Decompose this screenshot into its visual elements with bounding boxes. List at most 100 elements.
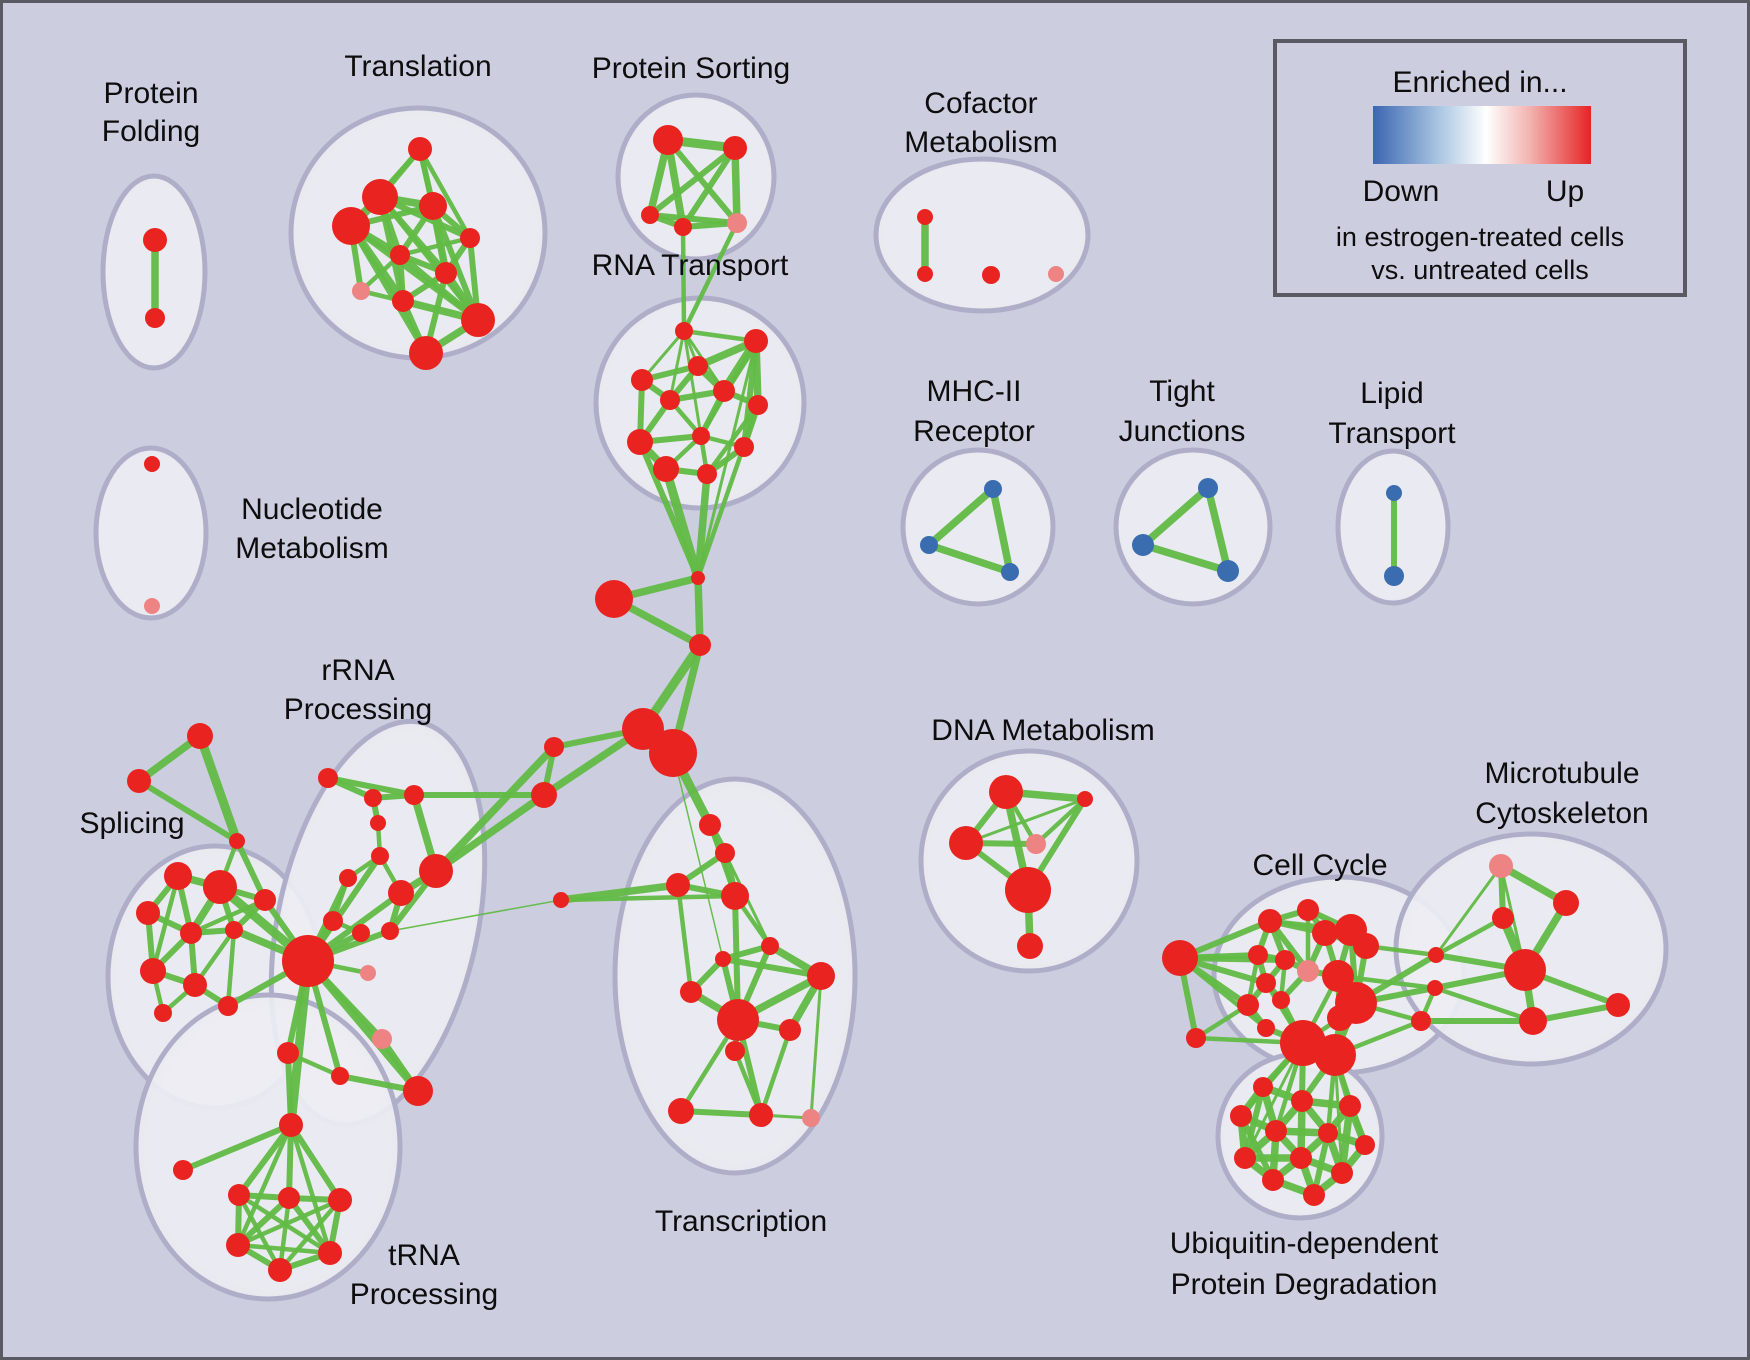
network-node-ps1 <box>653 125 683 155</box>
network-edge <box>741 338 759 450</box>
network-node-tx6 <box>779 1019 801 1041</box>
cluster-label-trna-processing: Processing <box>350 1278 498 1311</box>
cluster-label-cell-cycle: Cell Cycle <box>1252 849 1387 882</box>
network-edge <box>680 224 687 334</box>
network-edge <box>136 778 240 844</box>
network-node-l2 <box>531 782 557 808</box>
network-node-u1 <box>1253 1077 1273 1097</box>
network-node-tj1 <box>1198 478 1218 498</box>
cluster-ellipse-mhc-ii-receptor <box>900 447 1056 607</box>
network-node-cc1 <box>1258 909 1282 933</box>
network-node-mh3 <box>1001 563 1019 581</box>
cluster-ellipse-trna-processing <box>133 992 403 1302</box>
network-node-tn4 <box>226 1233 250 1257</box>
cluster-label-nucleotide-metabolism: Nucleotide <box>241 493 383 526</box>
cluster-label-tight-junctions: Junctions <box>1119 415 1246 448</box>
network-node-sn2 <box>203 870 237 904</box>
network-node-lt2 <box>1384 566 1404 586</box>
network-node-mid <box>553 892 569 908</box>
network-node-rt4 <box>631 369 653 391</box>
network-edge <box>1530 1002 1621 1024</box>
network-node-ccl <box>1162 940 1198 976</box>
network-node-mt4 <box>1606 993 1630 1017</box>
network-node-rr11 <box>352 924 370 942</box>
network-edge <box>285 1050 294 1128</box>
network-node-mtc2 <box>1427 980 1443 996</box>
network-node-dm2 <box>1077 791 1093 807</box>
network-edge <box>325 775 417 798</box>
network-node-dm6 <box>1017 933 1043 959</box>
network-node-tx1 <box>715 951 731 967</box>
network-edge <box>286 956 313 1130</box>
network-node-mh2 <box>920 536 938 554</box>
network-edge <box>989 485 1014 576</box>
network-node-dm3 <box>949 826 983 860</box>
network-edge <box>389 899 562 932</box>
network-node-st1 <box>187 723 213 749</box>
network-node-rr17 <box>403 1076 433 1106</box>
cluster-label-tight-junctions: Tight <box>1149 375 1215 408</box>
network-node-u7 <box>1355 1135 1375 1155</box>
network-node-rt3 <box>688 356 708 376</box>
network-node-t1 <box>408 137 432 161</box>
network-edge <box>432 743 558 875</box>
network-node-cc5 <box>1353 933 1379 959</box>
network-node-trl <box>173 1160 193 1180</box>
network-node-rt2 <box>744 329 768 353</box>
network-edge <box>680 145 738 230</box>
network-edge <box>225 927 237 1009</box>
network-edge <box>681 220 740 334</box>
network-node-rr12 <box>381 922 399 940</box>
network-node-ccs <box>1186 1028 1206 1048</box>
network-edge <box>695 402 761 581</box>
network-edge <box>758 1027 793 1118</box>
network-node-tx9 <box>749 1103 773 1127</box>
network-node-t3 <box>419 192 447 220</box>
network-node-u11 <box>1331 1162 1353 1184</box>
network-node-tn6 <box>268 1258 292 1282</box>
network-edge <box>195 731 242 846</box>
network-node-t7 <box>435 262 457 284</box>
network-node-nm2 <box>144 598 160 614</box>
network-node-trc <box>279 1113 303 1137</box>
network-node-u12 <box>1303 1184 1325 1206</box>
network-edge <box>288 1122 333 1256</box>
network-node-cc6 <box>1248 945 1268 965</box>
cluster-labels: Protein Folding Translation Protein Sorting… <box>79 50 1648 1311</box>
network-edge <box>188 897 268 936</box>
network-edge <box>672 752 724 960</box>
network-node-rr5 <box>370 815 386 831</box>
network-node-sn7 <box>140 958 166 984</box>
network-node-cm3 <box>982 266 1000 284</box>
network-node-ps4 <box>674 218 692 236</box>
network-node-u3 <box>1339 1095 1361 1117</box>
network-node-j2 <box>689 634 711 656</box>
network-node-nm1 <box>144 456 160 472</box>
network-node-rr9 <box>419 854 453 888</box>
network-node-mtb <box>1504 949 1546 991</box>
network-edge <box>647 145 738 218</box>
network-node-rt8 <box>627 429 653 455</box>
network-edge <box>696 339 758 580</box>
network-node-cc8 <box>1297 960 1319 982</box>
network-node-tc3 <box>666 873 690 897</box>
network-edge <box>1434 864 1503 957</box>
cluster-ellipse-cofactor-metabolism <box>873 156 1091 314</box>
network-node-tj3 <box>1217 560 1239 582</box>
legend-caption-line2: vs. untreated cells <box>1371 255 1589 285</box>
network-edge <box>637 439 701 581</box>
cluster-label-mhc-ii-receptor: Receptor <box>913 415 1035 448</box>
network-node-pf2 <box>145 308 165 328</box>
network-node-cc15 <box>1257 1019 1275 1037</box>
cluster-ellipse-tight-junctions <box>1113 447 1273 607</box>
network-node-t4 <box>332 207 370 245</box>
network-node-rr10 <box>323 911 343 931</box>
cluster-label-cofactor-metabolism: Cofactor <box>924 87 1037 120</box>
network-node-cc9 <box>1322 960 1354 992</box>
network-edge <box>236 1122 294 1198</box>
cluster-label-dna-metabolism: DNA Metabolism <box>931 714 1154 747</box>
network-node-u8 <box>1234 1147 1256 1169</box>
network-node-mt5 <box>1519 1007 1547 1035</box>
cluster-label-ubiquitin-degradation: Protein Degradation <box>1171 1268 1438 1301</box>
